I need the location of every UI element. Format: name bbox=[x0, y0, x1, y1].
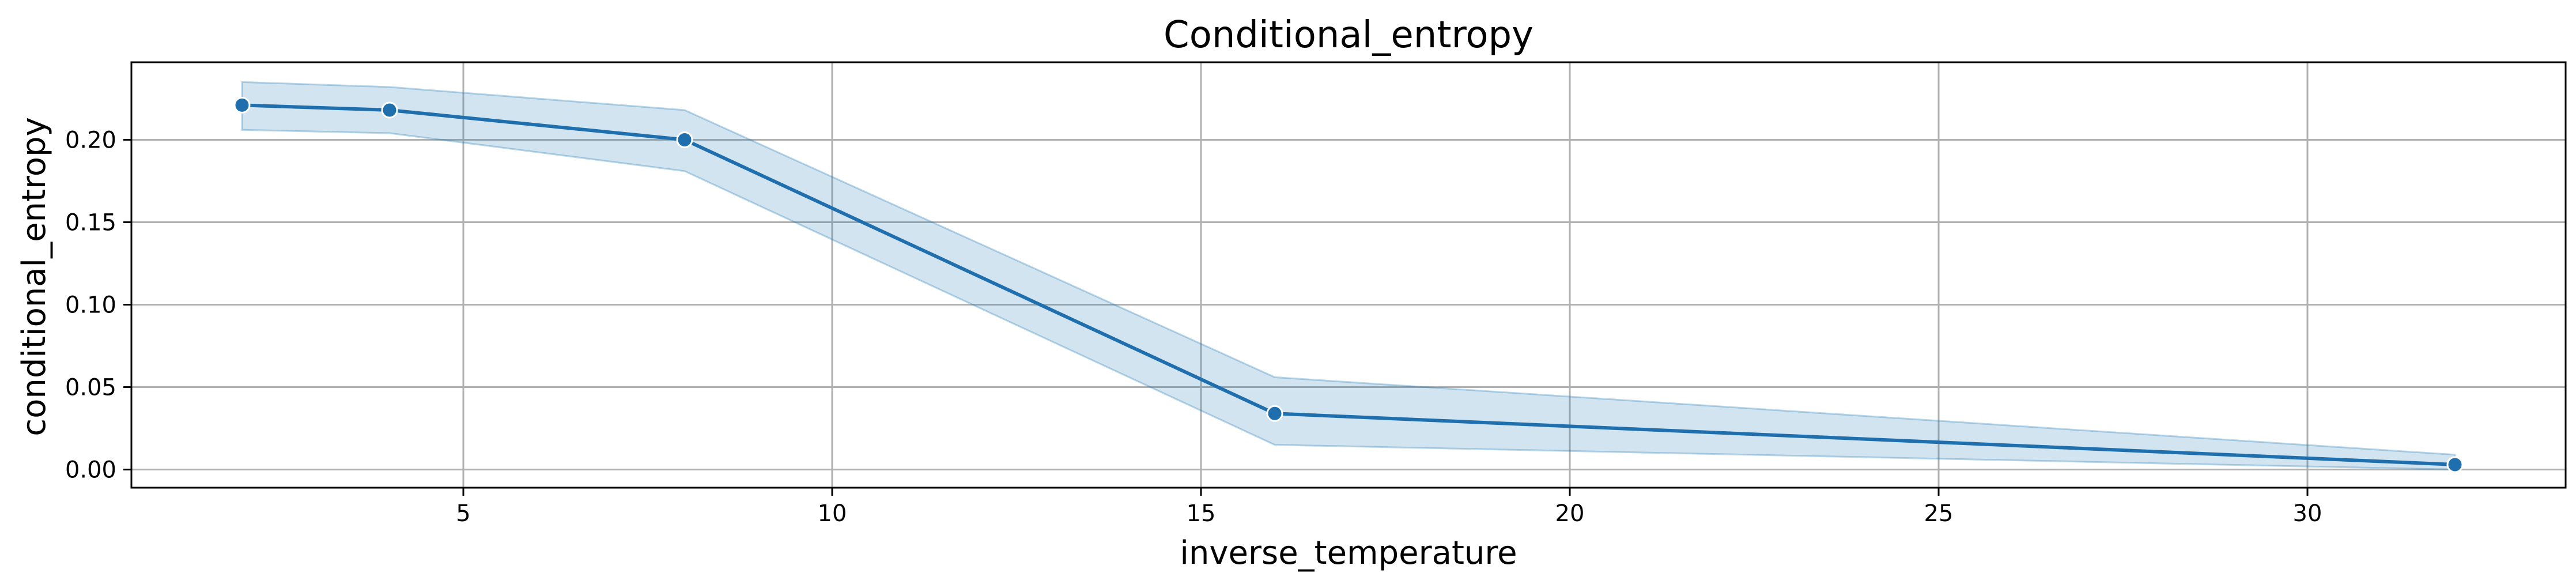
data-point bbox=[381, 101, 398, 119]
x-tick-label: 15 bbox=[1187, 500, 1216, 527]
data-markers bbox=[233, 96, 2464, 473]
plot-frame bbox=[130, 61, 2567, 489]
x-axis-ticks: 5 10 15 20 25 30 bbox=[456, 488, 2322, 527]
data-point bbox=[233, 96, 251, 114]
data-point bbox=[1266, 405, 1283, 422]
x-axis-label: inverse_temperature bbox=[1180, 534, 1517, 572]
x-tick-label: 30 bbox=[2293, 500, 2322, 527]
y-axis-label: conditional_entropy bbox=[16, 117, 53, 436]
grid-lines bbox=[131, 62, 2566, 488]
data-point bbox=[2446, 456, 2464, 473]
data-point bbox=[676, 131, 693, 148]
x-tick-label: 20 bbox=[1555, 500, 1585, 527]
y-tick-label: 0.15 bbox=[65, 209, 116, 236]
y-tick-label: 0.05 bbox=[65, 375, 116, 401]
y-tick-label: 0.20 bbox=[65, 127, 116, 153]
chart-title: Conditional_entropy bbox=[1164, 14, 1533, 56]
y-axis-ticks: 0.00 0.05 0.10 0.15 0.20 bbox=[65, 127, 131, 484]
x-tick-label: 5 bbox=[456, 500, 470, 527]
x-tick-label: 10 bbox=[818, 500, 847, 527]
y-tick-label: 0.10 bbox=[65, 292, 116, 318]
x-tick-label: 25 bbox=[1924, 500, 1954, 527]
y-tick-label: 0.00 bbox=[65, 457, 116, 484]
